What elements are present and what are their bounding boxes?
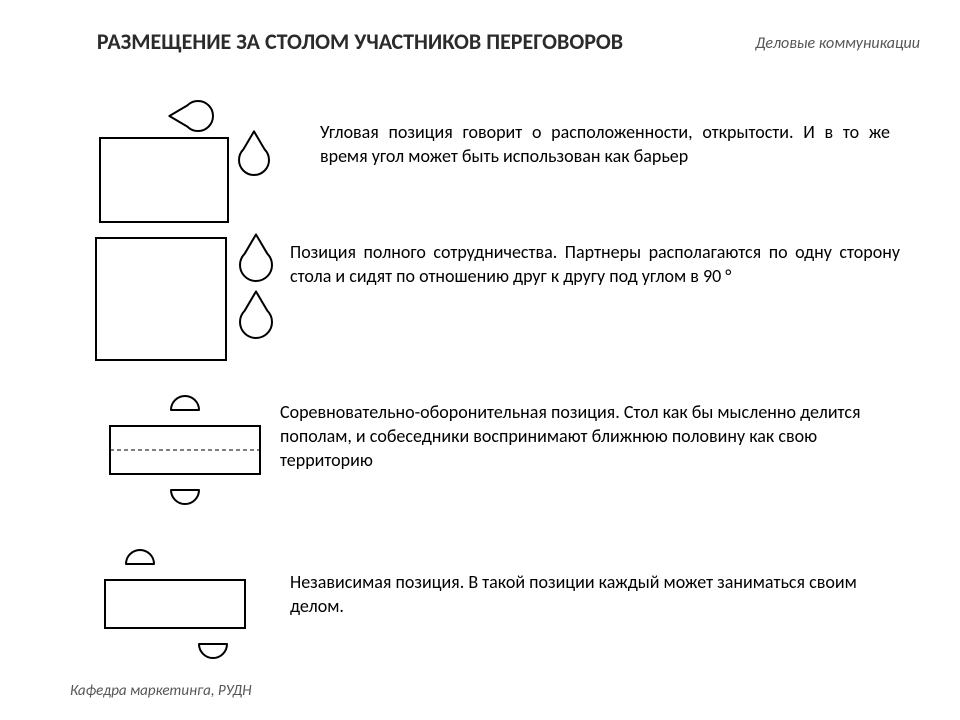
slide-footer: Кафедра маркетинга, РУДН (70, 682, 252, 700)
diagram-independent (95, 540, 275, 670)
slide-title: РАЗМЕЩЕНИЕ ЗА СТОЛОМ УЧАСТНИКОВ ПЕРЕГОВО… (80, 28, 640, 56)
diagram-cooperation (90, 230, 290, 370)
slide-subtitle: Деловые коммуникации (755, 34, 920, 53)
diagram-corner (90, 100, 290, 230)
slide: РАЗМЕЩЕНИЕ ЗА СТОЛОМ УЧАСТНИКОВ ПЕРЕГОВО… (0, 0, 960, 720)
desc-independent: Независимая позиция. В такой позиции каж… (290, 570, 900, 618)
diagram-competitive (100, 390, 280, 510)
desc-competitive: Соревновательно-оборонительная позиция. … (280, 400, 900, 472)
desc-cooperation: Позиция полного сотрудничества. Партнеры… (290, 240, 900, 288)
desc-corner: Угловая позиция говорит о расположенност… (320, 120, 890, 168)
